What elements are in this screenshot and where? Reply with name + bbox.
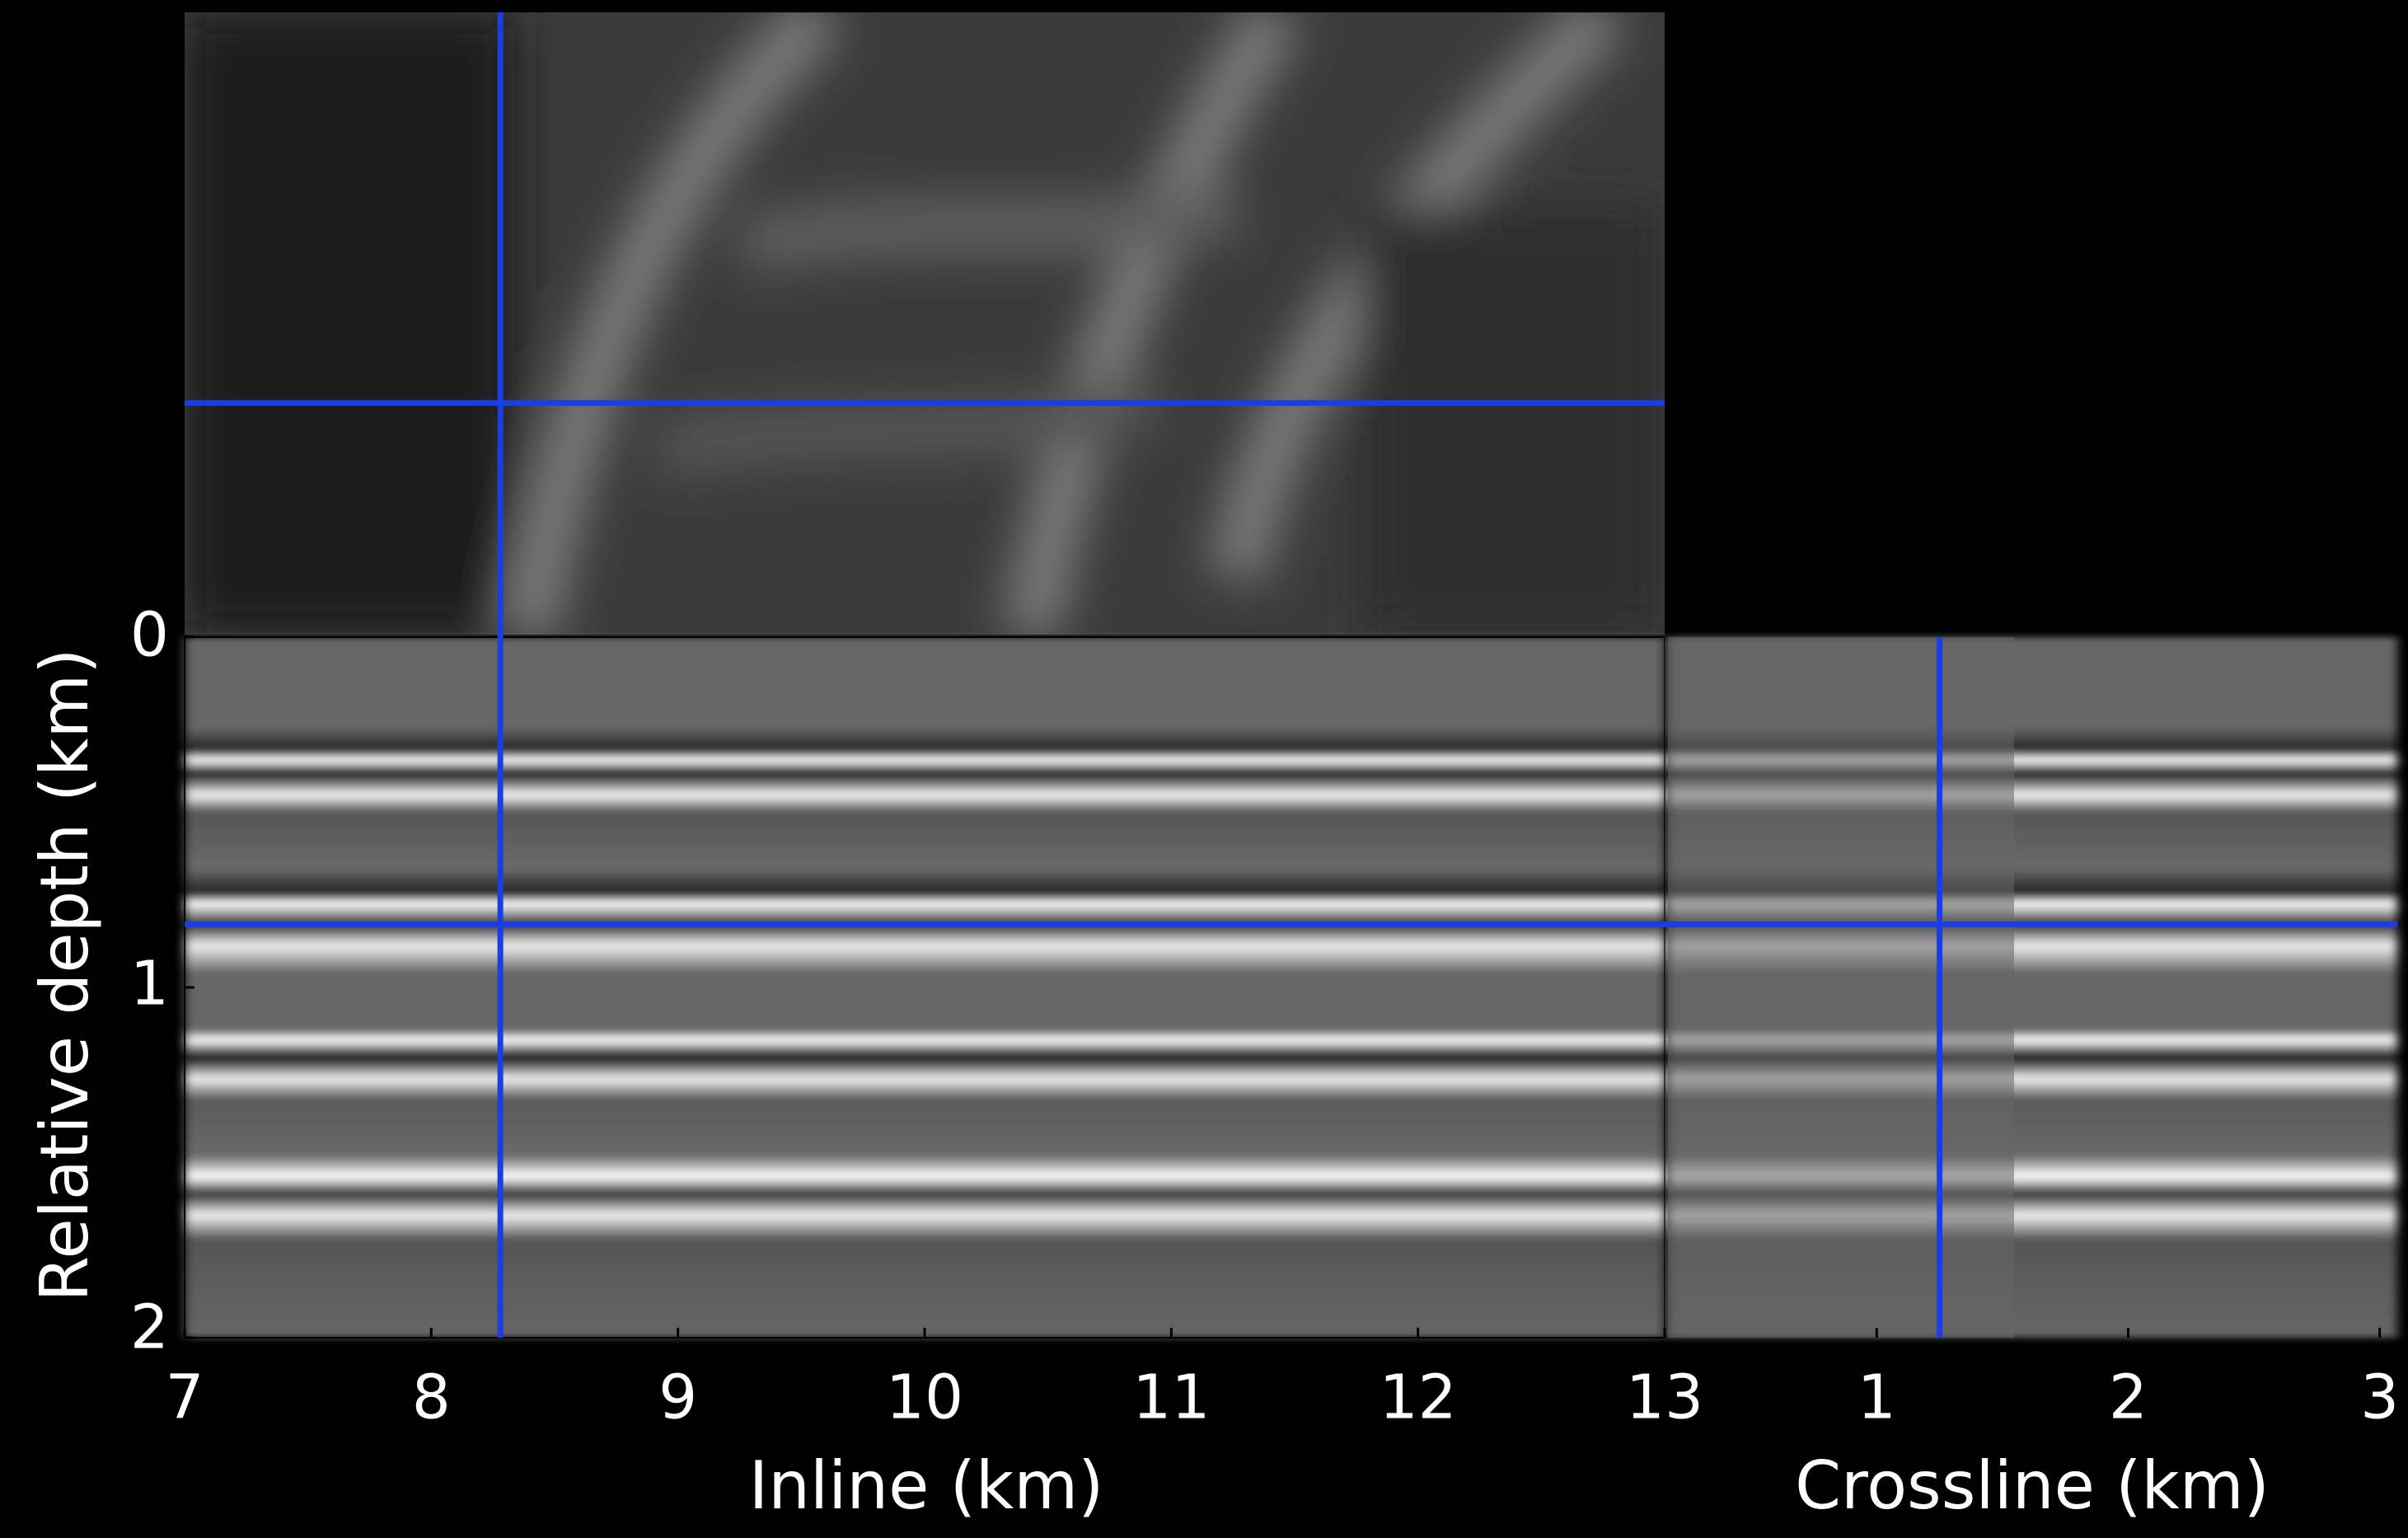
x-tick-label: 11 bbox=[1132, 1362, 1210, 1433]
x-axis-title: Inline (km) bbox=[749, 1447, 1104, 1524]
figure: Inline (km) Crossline (km) Relative dept… bbox=[0, 0, 2408, 1538]
x2-axis-title: Crossline (km) bbox=[1795, 1447, 2270, 1524]
x2-tick-label: 1 bbox=[1858, 1362, 1896, 1433]
crossline-section bbox=[1668, 637, 2397, 1338]
inline-section bbox=[185, 637, 1665, 1338]
y-tick-label: 2 bbox=[130, 1292, 169, 1363]
x-tick-label: 7 bbox=[165, 1362, 204, 1433]
y-tick-label: 0 bbox=[130, 600, 169, 671]
x-tick-label: 9 bbox=[658, 1362, 697, 1433]
map-panel bbox=[185, 12, 1665, 635]
x-tick-label: 12 bbox=[1380, 1362, 1457, 1433]
x-tick-label: 8 bbox=[412, 1362, 451, 1433]
x2-tick-label: 3 bbox=[2360, 1362, 2399, 1433]
x-tick-label: 10 bbox=[886, 1362, 963, 1433]
y-axis-title: Relative depth (km) bbox=[26, 648, 103, 1301]
x2-tick-label: 2 bbox=[2109, 1362, 2148, 1433]
y-tick-label: 1 bbox=[130, 949, 169, 1020]
x-tick-label: 13 bbox=[1626, 1362, 1703, 1433]
